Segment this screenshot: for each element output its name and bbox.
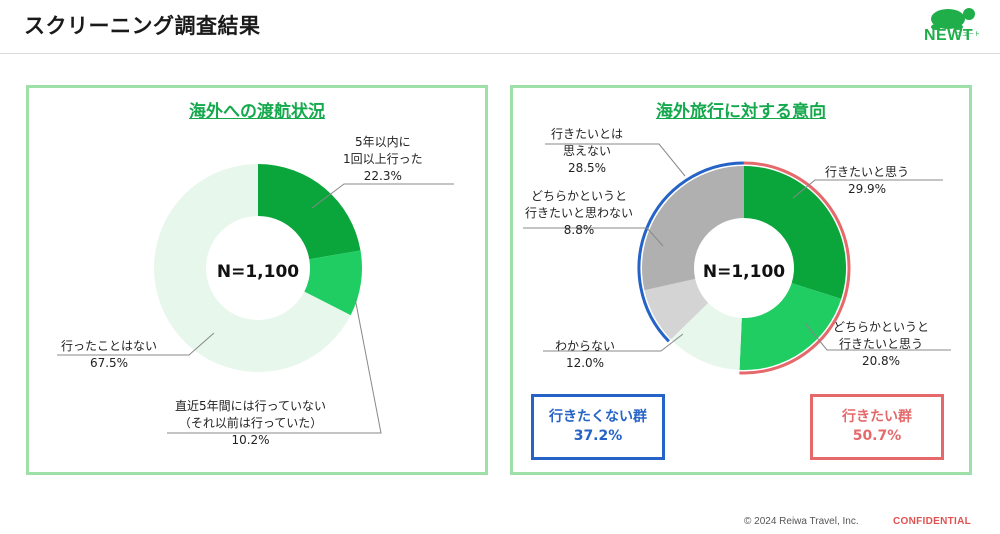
label-somewhat-not: どちらかというと 行きたいと思わない 8.8% <box>525 189 634 237</box>
want-group-arc <box>739 161 851 375</box>
left-slice-3 <box>154 164 351 373</box>
left-slice-2 <box>304 250 363 316</box>
travel-intent-title: 海外旅行に対する意向 <box>656 102 826 122</box>
travel-status-panel: 海外への渡航状況 N=1,100 5年以内に 1回以上行った 22.3% 直近5… <box>26 85 488 475</box>
leader-line-unknown <box>543 333 684 352</box>
group-want-box: 行きたい群 50.7% <box>810 394 944 460</box>
logo-kana: ニュート <box>956 31 980 38</box>
label-not: 行きたいとは 思えない 28.5% <box>551 127 624 175</box>
footer-copyright: © 2024 Reiwa Travel, Inc. <box>744 516 859 527</box>
leader-line-somewhat-want <box>804 322 951 351</box>
label-unknown: わからない 12.0% <box>555 339 616 370</box>
label-want: 行きたいと思う 29.9% <box>825 165 910 196</box>
footer-confidential: CONFIDENTIAL <box>893 516 972 527</box>
right-slice-5 <box>642 166 744 291</box>
newt-turtle-logo-icon: ニュート <box>931 8 980 38</box>
label-never: 行ったことはない 67.5% <box>61 339 158 370</box>
leader-line-recent <box>311 183 454 209</box>
right-slice-2 <box>739 283 842 370</box>
left-slice-1 <box>258 164 361 260</box>
travel-status-title: 海外への渡航状況 <box>189 102 325 122</box>
group-not-want-box: 行きたくない群 37.2% <box>531 394 665 460</box>
right-slice-3 <box>670 302 742 370</box>
label-past: 直近5年間には行っていない （それ以前は行っていた） 10.2% <box>175 399 327 447</box>
travel-status-donut-chart: N=1,100 <box>57 164 454 434</box>
leader-line-not <box>545 143 686 177</box>
header-divider <box>0 53 1000 54</box>
leader-line-want <box>792 179 943 199</box>
not-want-group-arc <box>637 161 744 343</box>
right-center-n: N=1,100 <box>703 262 785 282</box>
label-somewhat-want: どちらかというと 行きたいと思う 20.8% <box>833 320 930 368</box>
logo-wordmark: NEWT <box>924 27 974 44</box>
leader-line-past <box>167 297 382 434</box>
label-recent: 5年以内に 1回以上行った 22.3% <box>343 135 423 183</box>
travel-intent-donut-chart: N=1,100 <box>523 143 951 375</box>
left-center-n: N=1,100 <box>217 262 299 282</box>
leader-line-never <box>57 332 215 356</box>
page-title: スクリーニング調査結果 <box>24 14 261 38</box>
leader-line-somewhat-not <box>523 227 664 247</box>
travel-intent-panel: 海外旅行に対する意向 N=1,100 行きたいと思う 29.9% どちらかという… <box>510 85 972 475</box>
right-slice-4 <box>644 278 709 340</box>
right-slice-1 <box>744 166 846 299</box>
